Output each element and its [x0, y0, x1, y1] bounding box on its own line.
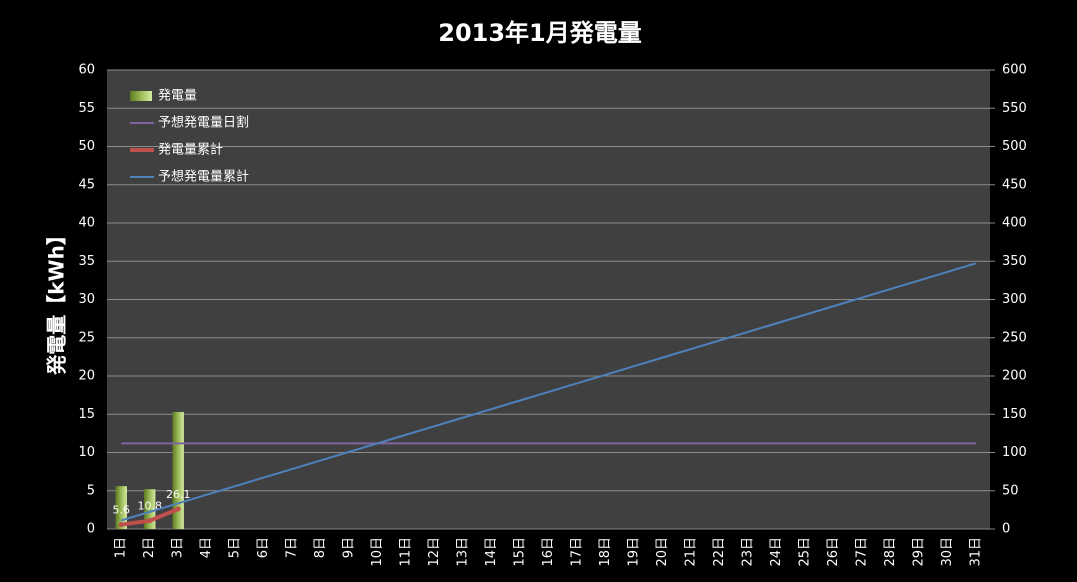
y-tick-label: 55 — [78, 101, 95, 116]
y2-tick-label: 350 — [1002, 254, 1027, 269]
x-tick-label: 2日 — [142, 537, 157, 558]
x-tick-label: 14日 — [484, 537, 499, 567]
x-tick-label: 15日 — [513, 537, 528, 567]
x-tick-label: 3日 — [171, 537, 186, 558]
x-tick-label: 21日 — [683, 537, 698, 567]
y-tick-label: 30 — [78, 292, 95, 307]
data-label: 26.1 — [166, 488, 191, 501]
x-tick-label: 16日 — [541, 537, 556, 567]
chart-title: 2013年1月発電量 — [438, 19, 642, 47]
x-tick-label: 24日 — [769, 537, 784, 567]
x-tick-label: 31日 — [968, 537, 983, 567]
x-tick-label: 19日 — [626, 537, 641, 567]
x-tick-label: 5日 — [228, 537, 243, 558]
line — [120, 262, 977, 522]
x-tick-label: 12日 — [427, 537, 442, 567]
data-label: 10.8 — [137, 500, 162, 513]
x-tick-label: 8日 — [313, 537, 328, 558]
y-axis-title: 発電量【kWh】 — [45, 225, 69, 376]
x-tick-label: 4日 — [199, 537, 214, 558]
x-tick-label: 1日 — [114, 537, 129, 558]
y-tick-label: 10 — [78, 445, 95, 460]
x-tick-label: 9日 — [342, 537, 357, 558]
x-tick-label: 11日 — [399, 537, 414, 567]
y2-tick-label: 200 — [1002, 369, 1027, 384]
x-tick-label: 6日 — [256, 537, 271, 558]
y2-tick-label: 500 — [1002, 139, 1027, 154]
data-label: 5.6 — [112, 504, 130, 517]
x-tick-label: 20日 — [655, 537, 670, 567]
y2-tick-label: 450 — [1002, 177, 1027, 192]
y2-tick-label: 50 — [1002, 483, 1019, 498]
marker — [118, 522, 124, 528]
y2-tick-label: 300 — [1002, 292, 1027, 307]
legend-label: 発電量累計 — [158, 142, 223, 158]
marker — [175, 506, 181, 512]
y-tick-label: 0 — [87, 522, 95, 537]
bar — [172, 411, 184, 529]
y2-tick-label: 0 — [1002, 522, 1010, 537]
x-tick-label: 22日 — [712, 537, 727, 567]
x-tick-label: 18日 — [598, 537, 613, 567]
y2-tick-label: 550 — [1002, 101, 1027, 116]
legend-swatch — [130, 91, 152, 101]
y2-tick-label: 400 — [1002, 216, 1027, 231]
y2-tick-label: 100 — [1002, 445, 1027, 460]
y2-tick-label: 150 — [1002, 407, 1027, 422]
y2-tick-label: 600 — [1002, 63, 1027, 78]
y-tick-label: 15 — [78, 407, 95, 422]
x-tick-label: 27日 — [854, 537, 869, 567]
x-tick-label: 13日 — [456, 537, 471, 567]
y-tick-label: 35 — [78, 254, 95, 269]
x-tick-label: 30日 — [940, 537, 955, 567]
y-tick-label: 20 — [78, 369, 95, 384]
y-tick-label: 60 — [78, 63, 95, 78]
bar — [144, 489, 156, 529]
x-tick-label: 28日 — [883, 537, 898, 567]
bar — [115, 486, 127, 529]
x-tick-label: 25日 — [797, 537, 812, 567]
y-tick-label: 25 — [78, 330, 95, 345]
x-tick-label: 10日 — [370, 537, 385, 567]
y-tick-label: 50 — [78, 139, 95, 154]
legend-label: 予想発電量累計 — [158, 169, 249, 185]
marker — [147, 518, 153, 524]
x-tick-label: 29日 — [911, 537, 926, 567]
legend-label: 発電量 — [158, 89, 197, 104]
x-tick-label: 23日 — [740, 537, 755, 567]
y-tick-label: 5 — [87, 483, 95, 498]
x-tick-label: 26日 — [826, 537, 841, 567]
x-tick-label: 7日 — [285, 537, 300, 558]
x-tick-label: 17日 — [569, 537, 584, 567]
y2-tick-label: 250 — [1002, 330, 1027, 345]
y-tick-label: 45 — [78, 177, 95, 192]
y-tick-label: 40 — [78, 216, 95, 231]
legend-label: 予想発電量日割 — [158, 115, 249, 131]
